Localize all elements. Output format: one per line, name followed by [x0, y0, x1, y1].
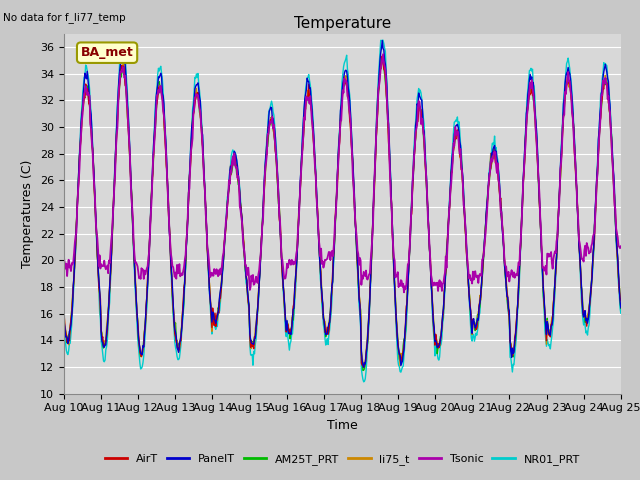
Title: Temperature: Temperature: [294, 16, 391, 31]
Text: BA_met: BA_met: [81, 46, 134, 59]
Legend: AirT, PanelT, AM25T_PRT, li75_t, Tsonic, NR01_PRT: AirT, PanelT, AM25T_PRT, li75_t, Tsonic,…: [100, 450, 584, 469]
X-axis label: Time: Time: [327, 419, 358, 432]
Y-axis label: Temperatures (C): Temperatures (C): [22, 159, 35, 268]
Text: No data for f_li77_temp: No data for f_li77_temp: [3, 12, 126, 23]
